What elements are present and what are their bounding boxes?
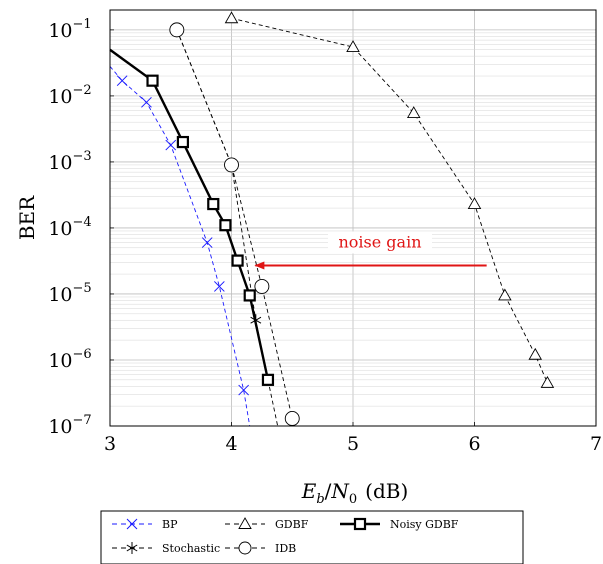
data-point-bp	[165, 139, 177, 151]
x-tick-label: 3	[104, 433, 116, 455]
data-point-bp	[213, 281, 225, 292]
y-tick-label: 10−6	[48, 347, 91, 372]
y-tick-label: 10−3	[48, 149, 91, 174]
data-point-noisy-gdbf	[176, 135, 189, 149]
data-point-gdbf	[346, 40, 360, 52]
legend-label-bp: BP	[162, 518, 178, 531]
x-tick-label: 4	[225, 433, 237, 455]
data-point-noisy-gdbf	[261, 373, 275, 386]
y-tick-labels: 10−1 10−2 10−3 10−4 10−5 10−6 10−7	[48, 17, 114, 438]
legend-marker-idb	[238, 541, 252, 555]
legend-label-stochastic: Stochastic	[162, 542, 220, 555]
series-line-bp	[109, 66, 251, 427]
data-point-gdbf	[498, 288, 512, 301]
x-tick-label: 6	[468, 433, 480, 455]
data-point-noisy-gdbf	[146, 74, 159, 87]
legend-label-noisy-gdbf: Noisy GDBF	[390, 518, 459, 531]
data-point-noisy-gdbf	[219, 219, 232, 232]
noise-gain-label: noise gain	[338, 232, 421, 251]
data-point-noisy-gdbf	[231, 254, 244, 267]
y-tick-label: 10−4	[48, 215, 91, 240]
data-point-gdbf	[224, 11, 239, 24]
legend-label-gdbf: GDBF	[275, 518, 309, 531]
grid	[109, 9, 597, 427]
series-line-gdbf	[231, 17, 548, 384]
data-markers	[116, 11, 555, 426]
x-tick-labels: 3 4 5 6 7	[104, 422, 602, 455]
data-point-noisy-gdbf	[243, 289, 256, 302]
data-point-stochastic	[250, 314, 262, 327]
x-axis-title: Eb/N0 (dB)	[301, 479, 409, 507]
y-tick-label: 10−1	[48, 17, 91, 42]
data-point-gdbf	[467, 197, 482, 210]
legend-marker-gdbf	[238, 517, 252, 529]
noise-gain-label-bg	[328, 231, 433, 254]
data-point-idb	[169, 22, 185, 38]
data-point-idb	[254, 278, 270, 294]
y-tick-label: 10−7	[48, 413, 91, 438]
legend-box	[100, 510, 524, 564]
data-point-gdbf	[528, 347, 543, 360]
data-point-gdbf	[406, 106, 421, 118]
annotation: noise gain	[254, 231, 487, 270]
data-point-bp	[201, 237, 213, 248]
legend-marker-noisy-gdbf	[353, 517, 367, 531]
series-line-idb	[176, 29, 293, 419]
data-point-gdbf	[540, 375, 555, 388]
legend-marker-bp	[126, 518, 138, 530]
data-point-bp	[238, 384, 250, 396]
data-point-bp	[116, 75, 128, 87]
x-tick-label: 5	[347, 433, 359, 455]
data-point-idb	[284, 411, 300, 426]
x-tick-label: 7	[590, 433, 602, 455]
y-axis-title: BER	[15, 195, 39, 240]
legend-marker-stochastic	[126, 542, 138, 554]
data-point-idb	[224, 157, 239, 173]
y-tick-label: 10−5	[48, 281, 91, 306]
legend: BP Stochastic GDBF IDB Noisy GDBF	[100, 510, 524, 564]
legend-label-idb: IDB	[275, 542, 296, 555]
data-point-bp	[141, 96, 152, 108]
series-lines	[109, 17, 548, 427]
data-point-noisy-gdbf	[207, 197, 220, 211]
y-tick-label: 10−2	[48, 83, 91, 108]
